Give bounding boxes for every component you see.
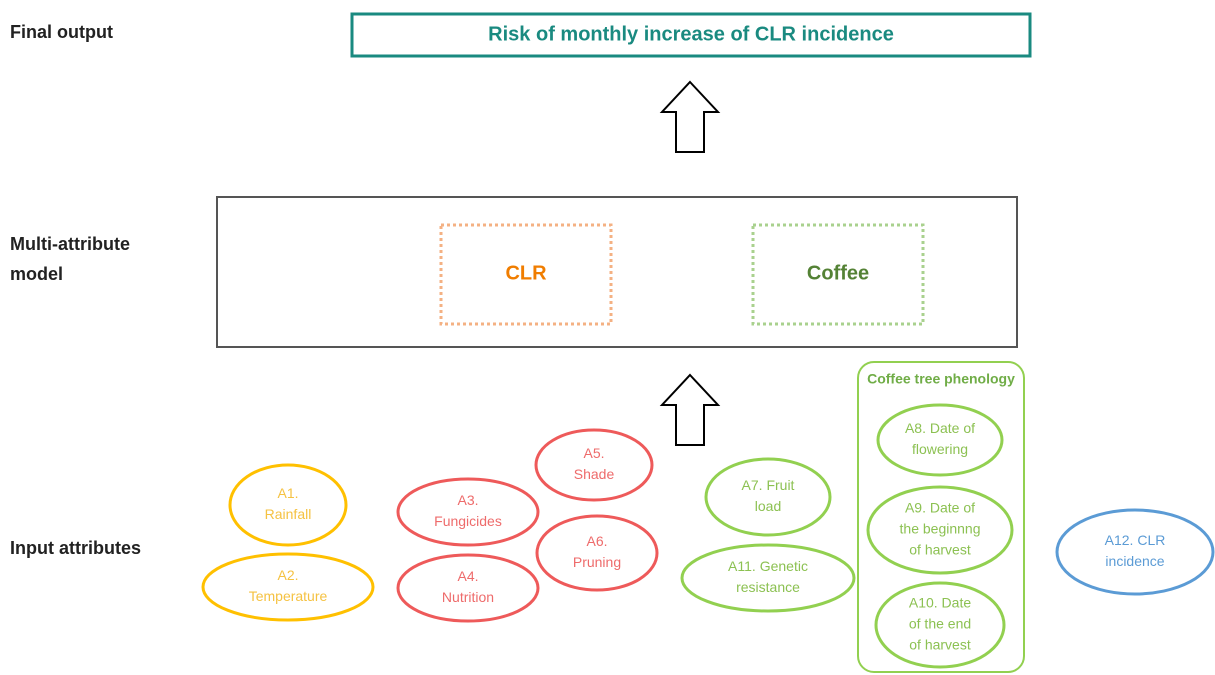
model-box xyxy=(216,196,1018,348)
attribute-ellipse xyxy=(228,463,348,547)
attribute-label: resistance xyxy=(736,579,800,595)
attribute-label: A12. CLR xyxy=(1105,532,1166,548)
attribute-label: of harvest xyxy=(909,542,971,558)
attribute-label: A9. Date of xyxy=(905,500,975,516)
coffee-group xyxy=(751,223,925,326)
attribute-ellipse xyxy=(535,514,659,592)
arrow xyxy=(659,373,721,446)
attribute-label: Shade xyxy=(574,466,615,482)
attribute-label: A10. Date xyxy=(909,595,971,611)
arrow xyxy=(659,80,721,153)
attribute-label: load xyxy=(755,498,781,514)
attribute-ellipse xyxy=(866,485,1014,575)
output-box xyxy=(350,12,1032,58)
attribute-ellipse xyxy=(876,403,1004,477)
attribute-label: Nutrition xyxy=(442,589,494,605)
attribute-label: the beginnng xyxy=(900,521,981,537)
attribute-ellipse xyxy=(396,553,540,623)
attribute-label: A6. xyxy=(586,533,607,549)
attribute-label: incidence xyxy=(1105,553,1164,569)
attribute-ellipse xyxy=(534,428,654,502)
model-label: model xyxy=(10,264,63,284)
inputs-label: Input attributes xyxy=(10,538,141,558)
attribute-ellipse xyxy=(680,543,856,613)
attribute-label: A2. xyxy=(277,567,298,583)
attribute-ellipse xyxy=(201,552,375,622)
attribute-label: Rainfall xyxy=(265,506,312,522)
attribute-ellipse xyxy=(396,477,540,547)
clr-group xyxy=(439,223,613,326)
final-output-label: Final output xyxy=(10,22,113,42)
attribute-label: of the end xyxy=(909,616,971,632)
attribute-label: Pruning xyxy=(573,554,621,570)
attribute-ellipse xyxy=(1055,508,1215,596)
attribute-label: A5. xyxy=(583,445,604,461)
clr-group-label: CLR xyxy=(505,262,547,284)
attribute-label: A7. Fruit xyxy=(742,477,795,493)
attribute-ellipse xyxy=(874,581,1006,669)
attributes: A1. Rainfall A2. Temperature A3. Fungicides A4… xyxy=(201,403,1215,669)
attribute-label: A11. Genetic xyxy=(728,558,808,574)
output-text: Risk of monthly increase of CLR incidenc… xyxy=(488,23,894,45)
attribute-ellipse xyxy=(704,457,832,537)
model-label: Multi-attribute xyxy=(10,234,130,254)
attribute-label: flowering xyxy=(912,441,968,457)
coffee-group-label: Coffee xyxy=(807,262,869,284)
attribute-label: Fungicides xyxy=(434,513,502,529)
attribute-label: A1. xyxy=(277,485,298,501)
attribute-label: of harvest xyxy=(909,637,971,653)
attribute-label: Temperature xyxy=(249,588,328,604)
attribute-label: A8. Date of xyxy=(905,420,975,436)
attribute-label: A4. xyxy=(457,568,478,584)
phenology-label: Coffee tree phenology xyxy=(867,371,1015,387)
attribute-label: A3. xyxy=(457,492,478,508)
